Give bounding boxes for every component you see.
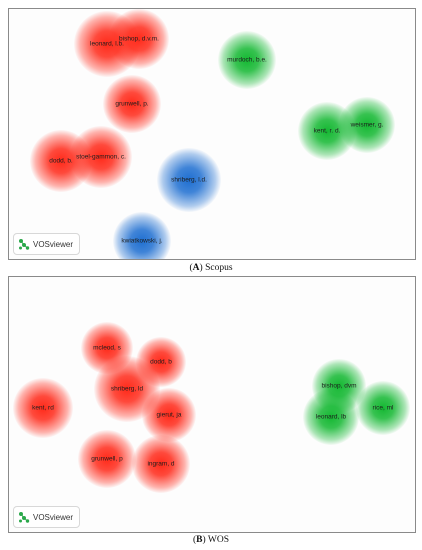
vosviewer-logo-icon — [19, 512, 30, 523]
node-label: shriberg, ld — [110, 385, 144, 393]
wos-network-map: mcleod, s dodd, b shriberg, ld kent, rd gier… — [8, 276, 416, 533]
node-label: gierut, ja — [156, 411, 182, 419]
node-label: leonard, lb — [315, 413, 347, 421]
caption-b: (B) WOS — [192, 535, 229, 545]
vosviewer-logo-icon — [19, 239, 30, 250]
cluster-node-red[interactable] — [103, 75, 161, 133]
node-label: mcleod, s — [93, 344, 121, 352]
node-label: murdoch, b.e. — [227, 56, 267, 64]
node-label: dodd, b. — [49, 157, 73, 165]
cluster-node-green[interactable] — [339, 97, 395, 153]
node-label: grunwell, p. — [115, 100, 149, 108]
cluster-node-red[interactable] — [74, 11, 140, 77]
vosviewer-logo-text: VOSviewer — [33, 239, 74, 249]
cluster-node-red[interactable] — [78, 430, 136, 488]
cluster-node-green[interactable] — [218, 31, 276, 89]
node-label: ingram, d — [147, 460, 175, 468]
node-label: dodd, b — [150, 358, 172, 366]
node-label: leonard, l.b. — [90, 40, 124, 48]
cluster-node-blue[interactable] — [157, 148, 221, 212]
vosviewer-logo-text: VOSviewer — [33, 512, 74, 522]
cluster-node-green[interactable] — [356, 381, 410, 435]
node-label: kent, r. d. — [313, 127, 341, 135]
node-label: shriberg, l.d. — [171, 176, 207, 184]
scopus-network-map: bishop, d.v.m. leonard, l.b. grunwell, p. d… — [8, 8, 416, 260]
cluster-node-green[interactable] — [303, 389, 359, 445]
cluster-node-red[interactable] — [132, 435, 190, 493]
node-label: bishop, d.v.m. — [119, 35, 159, 43]
node-label: kent, rd — [32, 404, 54, 412]
cluster-node-blue[interactable] — [113, 212, 171, 259]
vosviewer-logo: VOSviewer — [13, 506, 81, 528]
cluster-node-red[interactable] — [13, 378, 73, 438]
node-label: rice, ml — [372, 404, 394, 412]
cluster-node-red[interactable] — [142, 388, 196, 442]
node-label: grunwell, p — [91, 455, 123, 463]
node-label: weismer, g. — [350, 121, 384, 129]
node-label: kwiatkowski, j. — [121, 237, 163, 245]
vosviewer-logo: VOSviewer — [13, 233, 81, 255]
caption-a: (A) Scopus — [189, 263, 233, 273]
cluster-node-red[interactable] — [70, 126, 132, 188]
node-label: bishop, dvm — [321, 382, 357, 390]
node-label: stoel-gammon, c. — [76, 153, 126, 161]
